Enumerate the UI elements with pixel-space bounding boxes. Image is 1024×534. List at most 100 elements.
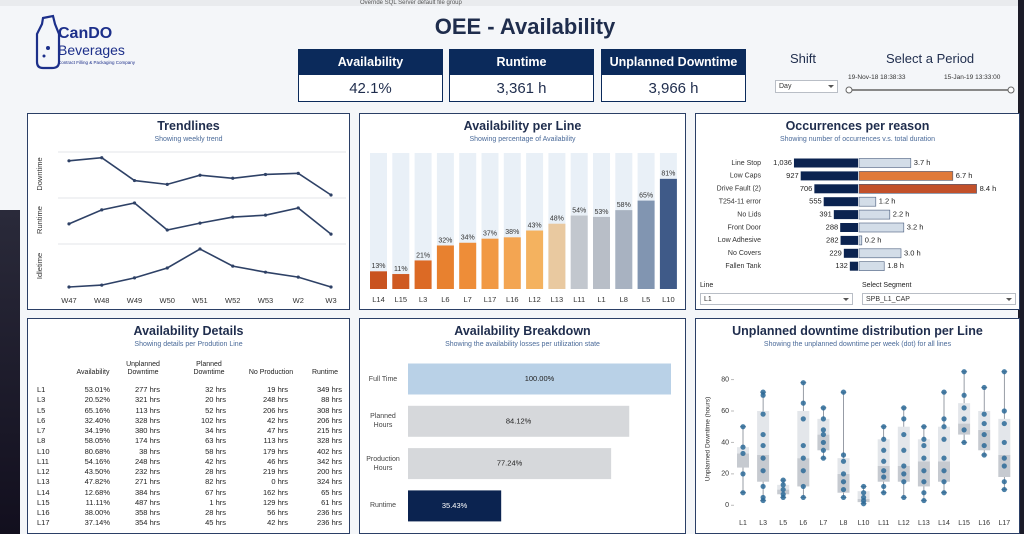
trend-point [165, 182, 169, 186]
x-tick-label: L13 [551, 295, 564, 304]
point [1001, 479, 1007, 485]
series-label: Downtime [35, 157, 44, 190]
x-tick-label: L12 [898, 520, 910, 527]
shift-dropdown[interactable]: Day [775, 80, 838, 93]
table-cell: 58.05% [84, 436, 110, 446]
occurrence-label: 927 [786, 171, 799, 180]
table-cell: 56 hrs [267, 508, 288, 517]
x-tick-label: L15 [958, 520, 970, 527]
duration-bar [858, 196, 877, 207]
bar [436, 245, 454, 289]
occurrence-label: 282 [826, 235, 839, 244]
occurrence-bar [800, 171, 858, 181]
point [861, 490, 867, 496]
table-cell: 46 hrs [267, 456, 288, 466]
point [800, 442, 806, 449]
occurrence-bar [814, 184, 858, 194]
duration-bar [858, 248, 902, 259]
point [840, 452, 847, 458]
row-label: L15 [37, 497, 50, 507]
value-label: 81% [661, 171, 675, 178]
table-cell: 42 hrs [205, 456, 226, 466]
trend-point [198, 221, 202, 225]
x-tick-label: L13 [918, 520, 930, 527]
point [800, 494, 806, 501]
point [840, 486, 847, 493]
duration-bar [858, 235, 863, 246]
period-slider[interactable] [844, 84, 1016, 96]
point [1001, 463, 1007, 469]
point [820, 416, 826, 422]
category-label: Low Adhesive [718, 237, 761, 244]
trend-point [198, 247, 202, 251]
trend-point [263, 270, 268, 274]
box-upper [958, 403, 971, 424]
table-cell: 28 hrs [205, 508, 226, 517]
shift-label: Shift [790, 51, 817, 66]
duration-label: 2.2 h [893, 210, 910, 219]
x-tick-label: L17 [484, 295, 497, 304]
line-filter[interactable]: L1 [700, 293, 853, 305]
logo-name: CanDO [58, 25, 113, 42]
point [861, 483, 867, 490]
occurrence-label: 555 [809, 197, 822, 206]
value-label: 53% [594, 209, 608, 216]
x-tick-label: L12 [528, 295, 541, 304]
point [760, 455, 766, 461]
segment-filter[interactable]: SPB_L1_CAP [862, 293, 1016, 305]
point [840, 458, 847, 464]
table-cell: 11.11% [85, 497, 110, 507]
table-cell: 215 hrs [316, 426, 342, 435]
trend-point [231, 176, 235, 180]
row-label: L11 [37, 456, 49, 466]
window-text: Override SQL Server default file group [360, 0, 462, 6]
x-tick-label: W51 [192, 296, 207, 305]
occurrence-bar [823, 197, 858, 207]
point [901, 471, 907, 477]
point [941, 424, 947, 430]
bar [526, 230, 544, 289]
bar [481, 238, 499, 289]
value-label: 38% [505, 229, 519, 236]
point [740, 450, 746, 457]
panel-subtitle: Showing details per Prodution Line [134, 341, 243, 348]
chart: 100.00% 84.12% 77.24% 35.43% [408, 363, 671, 522]
panel-title: Availability Breakdown [454, 324, 591, 338]
point [840, 389, 847, 395]
table-cell: 174 hrs [134, 436, 160, 446]
duration-label: 1.8 h [887, 261, 904, 270]
side-strip [0, 210, 20, 534]
bar [459, 242, 477, 289]
bar-panel: Availability per Line Showing percentage… [359, 113, 686, 310]
y-axis-label: Unplanned Downtime (hours) [705, 397, 712, 482]
occurrence-label: 391 [819, 210, 832, 219]
point [961, 416, 967, 422]
value-label: 35.43% [442, 501, 468, 510]
point [820, 439, 826, 446]
bar [370, 271, 387, 289]
table-cell: 324 hrs [316, 477, 342, 487]
point [981, 452, 987, 458]
trend-point [165, 228, 169, 232]
panel-title: Availability Details [133, 324, 244, 338]
x-tick-label: L6 [441, 295, 449, 304]
side-strip [1018, 0, 1024, 534]
value-label: 37% [483, 231, 497, 238]
chart: Unplanned Downtime (hours) 0 20 40 60 80 L1 L3 L… [705, 369, 1011, 527]
box-upper [978, 411, 991, 430]
point [901, 479, 907, 485]
trend-point [100, 156, 104, 160]
table-cell: 328 hrs [316, 436, 342, 446]
x-tick-label: L7 [820, 520, 828, 527]
x-tick-label: L14 [938, 520, 950, 527]
series-label: Idletime [35, 253, 44, 279]
point [901, 463, 907, 469]
x-tick-label: W3 [325, 296, 336, 305]
row-label: L17 [37, 518, 50, 528]
table-cell: 37.14% [84, 518, 110, 528]
occurrence-bar [793, 158, 858, 168]
row-label: L1 [37, 385, 46, 394]
point [800, 400, 806, 406]
bar-background [392, 153, 410, 289]
trend-point [67, 222, 71, 226]
